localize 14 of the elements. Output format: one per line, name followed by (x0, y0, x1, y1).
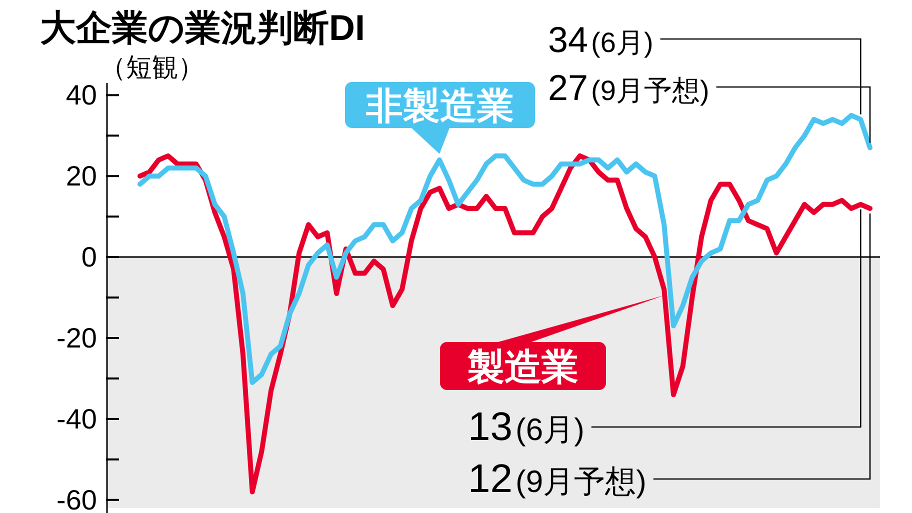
annotation: 13(6月) (468, 405, 584, 449)
annotation: 27(9月予想) (548, 67, 871, 143)
y-tick-label: 40 (66, 80, 97, 111)
y-tick-label: -40 (56, 403, 97, 434)
legend-label: 製造業 (466, 346, 578, 388)
annotation: 27(9月予想) (548, 67, 710, 108)
y-tick-label: -60 (56, 484, 97, 513)
annotation: 12(9月予想) (468, 457, 646, 501)
chart-subtitle: （短観） (100, 52, 204, 82)
chart-title: 大企業の業況判断DI (40, 7, 365, 48)
series-label: 非製造業 (365, 86, 514, 126)
y-tick-label: -20 (56, 322, 97, 354)
y-tick-label: 0 (81, 242, 97, 273)
y-tick-label: 20 (66, 160, 97, 192)
